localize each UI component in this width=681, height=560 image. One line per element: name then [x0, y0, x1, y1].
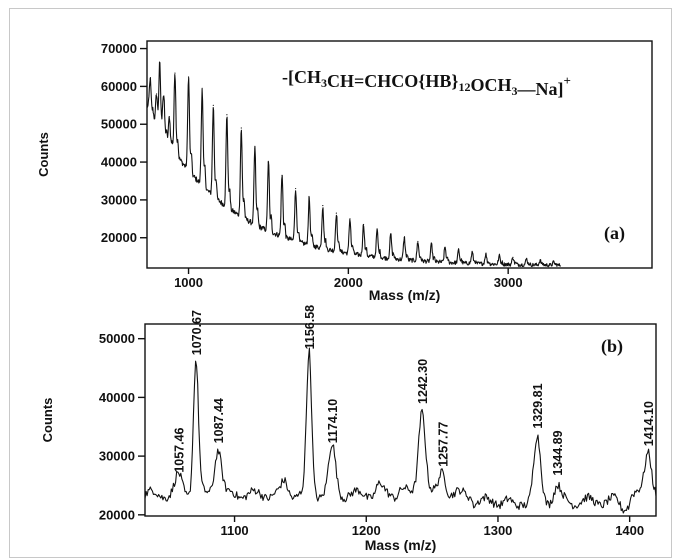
- peak-point-a: [159, 66, 161, 69]
- y-tick-label: 70000: [101, 41, 137, 56]
- peak-label: 1344.89: [551, 430, 565, 475]
- y-axis-label: Counts: [40, 398, 55, 443]
- peak-point-a: [539, 259, 541, 262]
- peak-point-a: [149, 78, 151, 80]
- formula-annotation: -[CH3CH=CHCO{HB}12OCH3—Na]+: [282, 67, 571, 99]
- peak-point-a: [308, 197, 310, 199]
- peak-label: 1087.44: [212, 398, 226, 443]
- peak-label: 1070.67: [190, 310, 204, 355]
- peak-point-a: [155, 93, 158, 95]
- y-tick-label: 60000: [101, 79, 137, 94]
- peak-point-a: [322, 204, 324, 207]
- peak-point-a: [512, 256, 514, 259]
- chart-panel-b: 20000 30000 40000 50000 1100 1200 1300 1400 Mass…: [40, 305, 657, 553]
- peak-point-a: [525, 258, 528, 260]
- x-tick-label: 1000: [174, 275, 203, 290]
- panel-label: (b): [601, 336, 623, 357]
- peak-label: 1156.58: [303, 305, 317, 350]
- chart-panel-a: 20000 30000 40000 50000 60000 70000 1000 2000 30…: [36, 40, 653, 303]
- x-tick-label: 3000: [494, 275, 523, 290]
- y-tick-label: 50000: [101, 117, 137, 132]
- peak-point-a: [226, 114, 228, 116]
- peak-point-a: [362, 223, 365, 226]
- peak-label: 1257.77: [436, 422, 450, 467]
- spectrum-line-b: [144, 347, 657, 514]
- peak-label: 1242.30: [416, 359, 430, 404]
- formula-part-sub2: 12: [458, 80, 470, 94]
- peak-point-a: [201, 87, 203, 89]
- peak-point-a: [281, 174, 283, 176]
- x-axis-label: Mass (m/z): [365, 537, 437, 553]
- y-axis-label: Counts: [36, 132, 51, 177]
- peak-point-a: [240, 127, 242, 129]
- peak-point-a: [349, 218, 351, 220]
- peak-label: 1174.10: [326, 399, 340, 444]
- peak-point-a: [254, 148, 256, 150]
- formula-part-sub1: 3: [321, 76, 327, 90]
- peak-point-a: [267, 161, 270, 163]
- figure-frame: [9, 8, 672, 558]
- peak-point-a: [295, 187, 297, 190]
- peak-label: 1057.46: [173, 427, 187, 472]
- formula-part-lead: -[CH: [282, 67, 321, 87]
- peak-label: 1414.10: [642, 401, 656, 446]
- peak-point-a: [485, 253, 487, 255]
- x-tick-label: 2000: [334, 275, 363, 290]
- x-tick-label: 1300: [483, 523, 512, 538]
- peak-point-a: [376, 229, 378, 231]
- peak-point-a: [458, 249, 460, 251]
- peak-label: 1329.81: [531, 383, 545, 428]
- y-tick-label: 20000: [99, 507, 135, 522]
- plot-area: [144, 323, 657, 517]
- peak-point-a: [163, 97, 165, 99]
- formula-part-sub3: 3: [511, 84, 517, 98]
- peak-point-a: [168, 116, 170, 118]
- peak-point-a: [471, 251, 473, 253]
- formula-part-sup: +: [563, 73, 570, 88]
- y-tick-label: 50000: [99, 331, 135, 346]
- peak-point-a: [187, 76, 190, 78]
- peak-point-a: [174, 72, 176, 74]
- spectrum-line-a: [146, 61, 562, 268]
- peak-point-a: [498, 255, 500, 257]
- formula-part-mid1: CH=CHCO{HB}: [327, 71, 458, 91]
- formula-part-tail: —Na]: [516, 79, 563, 99]
- formula-part-mid2: OCH: [470, 75, 511, 95]
- y-tick-label: 40000: [99, 390, 135, 405]
- plot-area: [146, 40, 653, 269]
- x-tick-label: 1200: [352, 523, 381, 538]
- panel-label: (a): [604, 223, 625, 244]
- peak-point-a: [444, 246, 446, 248]
- x-axis-label: Mass (m/z): [369, 287, 441, 303]
- peak-point-a: [553, 261, 555, 263]
- peak-point-a: [403, 237, 405, 239]
- y-tick-label: 20000: [101, 230, 137, 245]
- peak-point-a: [390, 233, 392, 235]
- peak-point-a: [430, 243, 433, 246]
- peak-point-a: [212, 104, 214, 106]
- peak-point-a: [335, 212, 337, 214]
- y-tick-label: 40000: [101, 155, 137, 170]
- peak-point-a: [417, 240, 419, 243]
- x-tick-label: 1100: [220, 523, 248, 538]
- x-tick-label: 1400: [615, 523, 644, 538]
- y-tick-label: 30000: [99, 449, 135, 464]
- y-tick-label: 30000: [101, 192, 137, 207]
